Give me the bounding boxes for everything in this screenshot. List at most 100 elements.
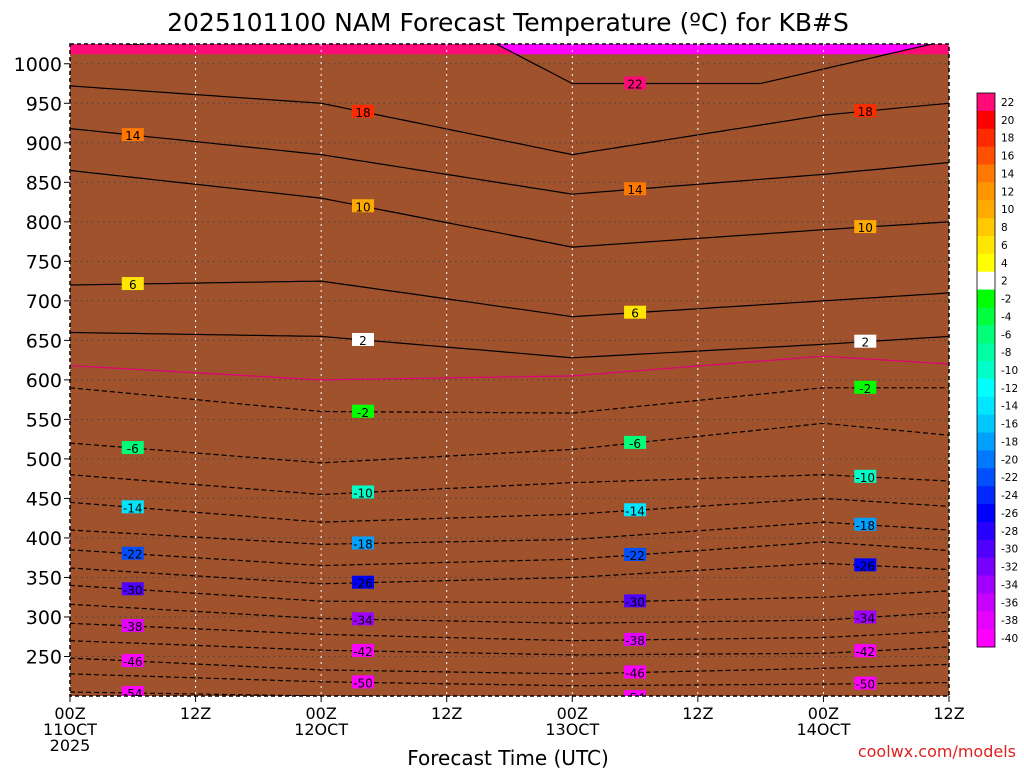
- colorbar-swatch: [977, 235, 995, 255]
- colorbar-label: -36: [1001, 597, 1018, 609]
- isotherm-label: -26: [855, 559, 875, 573]
- isotherm-label: 22: [627, 78, 642, 92]
- isotherm-label-bg: [352, 104, 374, 118]
- isotherm-label: -14: [625, 504, 645, 518]
- isotherm-label: 2: [861, 336, 869, 350]
- colorbar-swatch: [977, 396, 995, 416]
- isotherm-label: 6: [129, 278, 137, 292]
- colorbar-swatch: [977, 182, 995, 201]
- isotherm-label: -18: [855, 519, 875, 533]
- y-tick-label: 750: [26, 251, 62, 273]
- colorbar-swatch: [977, 128, 995, 148]
- colorbar-label: 16: [1001, 151, 1015, 163]
- isotherm-label: -30: [123, 583, 143, 597]
- isotherm-label: -10: [855, 471, 875, 485]
- isotherm-label: -10: [353, 486, 373, 500]
- colorbar-swatch: [977, 432, 995, 451]
- isotherm-line: [70, 584, 949, 604]
- isotherm-line: [70, 541, 949, 567]
- y-tick-label: 600: [26, 370, 62, 392]
- colorbar-label: -8: [1001, 347, 1011, 359]
- colorbar-swatch: [977, 450, 995, 469]
- x-tick-label: 00Z: [305, 704, 336, 723]
- colorbar-swatch: [977, 629, 995, 648]
- colorbar-label: -26: [1001, 508, 1018, 520]
- colorbar-label: -18: [1001, 436, 1018, 448]
- isotherm-label-bg: [352, 575, 374, 589]
- y-tick-label: 500: [26, 449, 62, 471]
- isotherm-label-bg: [624, 690, 647, 696]
- colorbar-label: -12: [1001, 383, 1018, 395]
- isotherm-label: -22: [123, 548, 143, 562]
- isotherm-line: [494, 44, 935, 85]
- isotherm-label-bg: [624, 76, 647, 90]
- isotherm-label: -34: [855, 611, 875, 625]
- isotherm-line: [70, 128, 949, 195]
- colorbar-swatch: [977, 271, 995, 291]
- colorbar-swatch: [977, 611, 995, 630]
- isotherm-label-bg: [352, 485, 374, 499]
- isotherm-label-bg: [854, 558, 877, 572]
- y-tick-label: 900: [26, 133, 62, 155]
- colorbar-label: 4: [1001, 258, 1008, 270]
- isotherm-line: [70, 521, 949, 545]
- colorbar-label: -16: [1001, 419, 1018, 431]
- isotherm-line: [70, 387, 949, 414]
- y-tick-label: 450: [26, 488, 62, 510]
- x-tick-label: 12Z: [933, 704, 964, 723]
- isotherm-label-bg: [624, 594, 647, 608]
- isotherm-label-bg: [854, 220, 877, 234]
- isotherm-line: [70, 355, 949, 381]
- isotherm-label-bg: [121, 441, 144, 455]
- colorbar-label: -38: [1001, 615, 1018, 627]
- isotherm-label-bg: [121, 582, 144, 596]
- x-tick-label: 00Z: [557, 704, 588, 723]
- isotherm-label-bg: [121, 277, 144, 291]
- isotherm-label: 10: [355, 200, 370, 214]
- y-axis: 250 300 350 400 450 500 550 600 650 700 750 800 850 9…: [14, 54, 70, 668]
- isotherm-label-bg: [121, 686, 144, 696]
- isotherm-label-bg: [854, 380, 877, 394]
- credit-text: coolwx.com/models: [858, 742, 1016, 761]
- isotherm-label-bg: [352, 612, 374, 626]
- isotherm-line: [70, 422, 949, 464]
- colorbar-label: -40: [1001, 633, 1018, 645]
- isotherm-label: 18: [858, 105, 873, 119]
- isotherm-label-bg: [121, 128, 144, 142]
- colorbar-swatch: [977, 200, 995, 219]
- isotherm-label-bg: [854, 676, 877, 690]
- isotherm-line: [70, 497, 949, 523]
- y-tick-label: 700: [26, 291, 62, 313]
- colorbar-swatch: [977, 504, 995, 523]
- colorbar-label: 12: [1001, 186, 1014, 198]
- colorbar-swatch: [977, 593, 995, 612]
- isotherm-label: -34: [353, 613, 373, 627]
- isotherm-label: -30: [625, 595, 645, 609]
- colorbar-swatch: [977, 521, 995, 541]
- isotherm-contours: -54 -54 -50 -50 -46 -46 -42 -42 -38 -38 -34 -34 -30 -…: [70, 44, 949, 696]
- isotherm-label-bg: [352, 536, 374, 550]
- isotherm-label-bg: [352, 675, 374, 689]
- isotherm-label: -42: [353, 645, 373, 659]
- isotherm-label-bg: [854, 104, 877, 118]
- colorbar-swatch: [977, 343, 995, 362]
- y-tick-label: 400: [26, 528, 62, 550]
- x-tick-label: 11OCT: [43, 720, 97, 739]
- isotherm-line: [70, 85, 949, 156]
- y-tick-label: 650: [26, 330, 62, 352]
- y-tick-label: 550: [26, 409, 62, 431]
- colorbar-legend: 22 20 18 16 14 12 10 8 6 4 2 -2 -4 -6 -8 -10 -12 -14 -16 -1…: [976, 92, 1018, 648]
- colorbar-label: 18: [1001, 133, 1014, 145]
- isotherm-label-bg: [121, 546, 144, 560]
- colorbar-label: -34: [1001, 579, 1018, 591]
- isotherm-label-bg: [121, 44, 144, 47]
- y-tick-label: 1000: [14, 54, 62, 76]
- isotherm-label-bg: [624, 632, 647, 646]
- isotherm-line: [70, 622, 949, 642]
- colorbar-label: 10: [1001, 204, 1014, 216]
- isotherm-label-bg: [854, 610, 877, 624]
- colorbar-label: -28: [1001, 526, 1018, 538]
- colorbar-label: 22: [1001, 97, 1014, 109]
- isotherm-label: -46: [123, 655, 143, 669]
- y-tick-label: 950: [26, 93, 62, 115]
